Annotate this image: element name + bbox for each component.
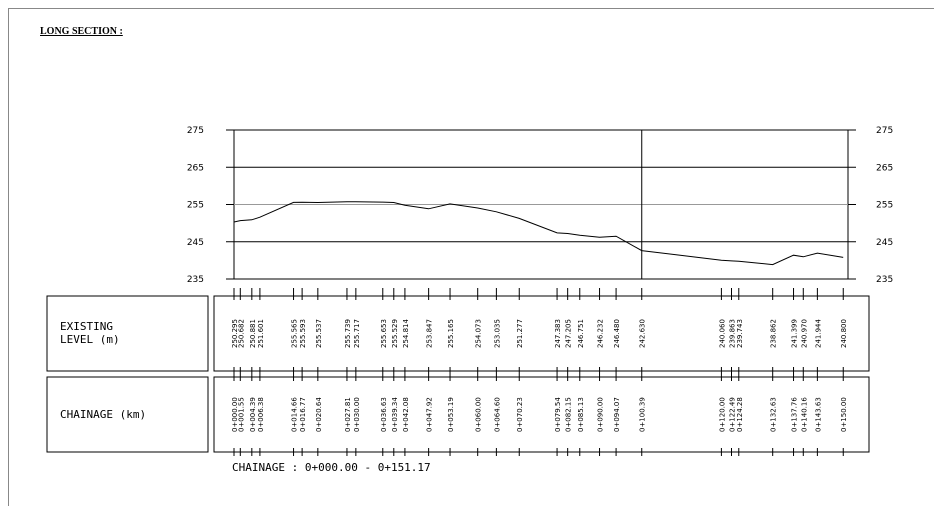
chainage-value: 0+082.15 [565, 397, 573, 432]
y-tick-label-left: 275 [187, 126, 204, 136]
y-tick-label-left: 265 [187, 163, 204, 173]
existing-level-value: 240.800 [840, 319, 848, 348]
section-heading: LONG SECTION : [40, 26, 123, 37]
existing-level-value: 255.739 [344, 319, 352, 348]
existing-level-value: 255.593 [299, 319, 307, 348]
chainage-value: 0+100.39 [639, 397, 647, 432]
ground-profile-line [233, 201, 844, 266]
chainage-value: 0+042.08 [402, 397, 410, 432]
chainage-value: 0+122.49 [729, 397, 737, 432]
chainage-value: 0+036.63 [380, 397, 388, 432]
chainage-value: 0+020.64 [315, 397, 323, 432]
existing-level-value: 251.601 [257, 319, 265, 348]
y-tick-label-left: 255 [187, 201, 204, 211]
existing-level-value: 250.881 [249, 319, 257, 348]
existing-level-value: 247.205 [565, 319, 573, 348]
chainage-value: 0+150.00 [840, 397, 848, 432]
chainage-label: CHAINAGE (km) [60, 408, 146, 421]
chainage-value: 0+143.63 [814, 397, 822, 432]
existing-level-value: 250.295 [231, 319, 239, 348]
chainage-value: 0+047.92 [426, 397, 434, 432]
drawing-frame [8, 8, 934, 506]
existing-level-value: 240.060 [718, 319, 726, 348]
existing-level-value: 242.630 [639, 319, 647, 348]
existing-level-value: 241.399 [791, 319, 799, 348]
existing-level-value: 255.529 [391, 319, 399, 348]
chainage-value: 0+014.66 [291, 397, 299, 432]
y-tick-label-right: 245 [876, 238, 893, 248]
existing-level-value: 255.653 [380, 319, 388, 348]
y-tick-label-left: 245 [187, 238, 204, 248]
existing-level-value: 246.480 [613, 319, 621, 348]
chainage-value: 0+120.00 [718, 397, 726, 432]
chainage-value: 0+016.77 [299, 397, 307, 432]
chainage-value: 0+070.23 [516, 397, 524, 432]
existing-level-value: 239.743 [736, 319, 744, 348]
y-tick-label-right: 235 [876, 275, 893, 285]
chainage-value: 0+053.19 [447, 397, 455, 432]
existing-level-value: 254.073 [475, 319, 483, 348]
existing-level-value: 253.035 [493, 319, 501, 348]
existing-level-value: 240.970 [800, 319, 808, 348]
chainage-value: 0+027.81 [344, 397, 352, 432]
existing-values-box [213, 295, 870, 372]
chainage-value: 0+060.00 [475, 397, 483, 432]
y-tick-label-left: 235 [187, 275, 204, 285]
chainage-value: 0+001.55 [237, 397, 245, 432]
existing-level-value: 250.682 [237, 319, 245, 348]
chainage-label-box [46, 376, 209, 453]
existing-level-value: 251.277 [516, 319, 524, 348]
chainage-value: 0+004.39 [249, 397, 257, 432]
chainage-value: 0+079.54 [554, 397, 562, 432]
existing-level-value: 238.862 [770, 319, 778, 348]
footer-chainage-range: CHAINAGE : 0+000.00 - 0+151.17 [232, 461, 431, 474]
existing-level-value: 255.537 [315, 319, 323, 348]
chainage-value: 0+006.38 [257, 397, 265, 432]
plot-area: 235 235 245 245 255 255 265 265 275 275 250.295 0+0… [187, 126, 893, 456]
existing-level-value: 255.717 [353, 319, 361, 348]
chainage-value: 0+124.28 [736, 397, 744, 432]
chainage-value: 0+137.76 [791, 397, 799, 432]
chainage-value: 0+090.00 [597, 397, 605, 432]
existing-level-value: 254.814 [402, 319, 410, 348]
chainage-value: 0+030.00 [353, 397, 361, 432]
existing-level-value: 241.944 [814, 319, 822, 348]
chainage-value: 0+000.00 [231, 397, 239, 432]
y-tick-label-right: 275 [876, 126, 893, 136]
existing-level-value: 246.232 [597, 319, 605, 348]
chainage-value: 0+039.34 [391, 397, 399, 432]
chainage-value: 0+132.63 [770, 397, 778, 432]
existing-level-value: 247.383 [554, 319, 562, 348]
chainage-value: 0+064.60 [493, 397, 501, 432]
chainage-value: 0+140.16 [800, 397, 808, 432]
y-tick-label-right: 255 [876, 201, 893, 211]
existing-label-line2: LEVEL (m) [60, 333, 120, 346]
chainage-values-box [213, 376, 870, 453]
existing-level-value: 239.863 [729, 319, 737, 348]
existing-label-box [46, 295, 209, 372]
existing-level-value: 246.751 [577, 319, 585, 348]
existing-level-value: 253.847 [426, 319, 434, 348]
existing-level-value: 255.565 [291, 319, 299, 348]
y-tick-label-right: 265 [876, 163, 893, 173]
chainage-value: 0+085.13 [577, 397, 585, 432]
chainage-value: 0+094.07 [613, 397, 621, 432]
existing-level-value: 255.165 [447, 319, 455, 348]
existing-label-line1: EXISTING [60, 320, 113, 333]
